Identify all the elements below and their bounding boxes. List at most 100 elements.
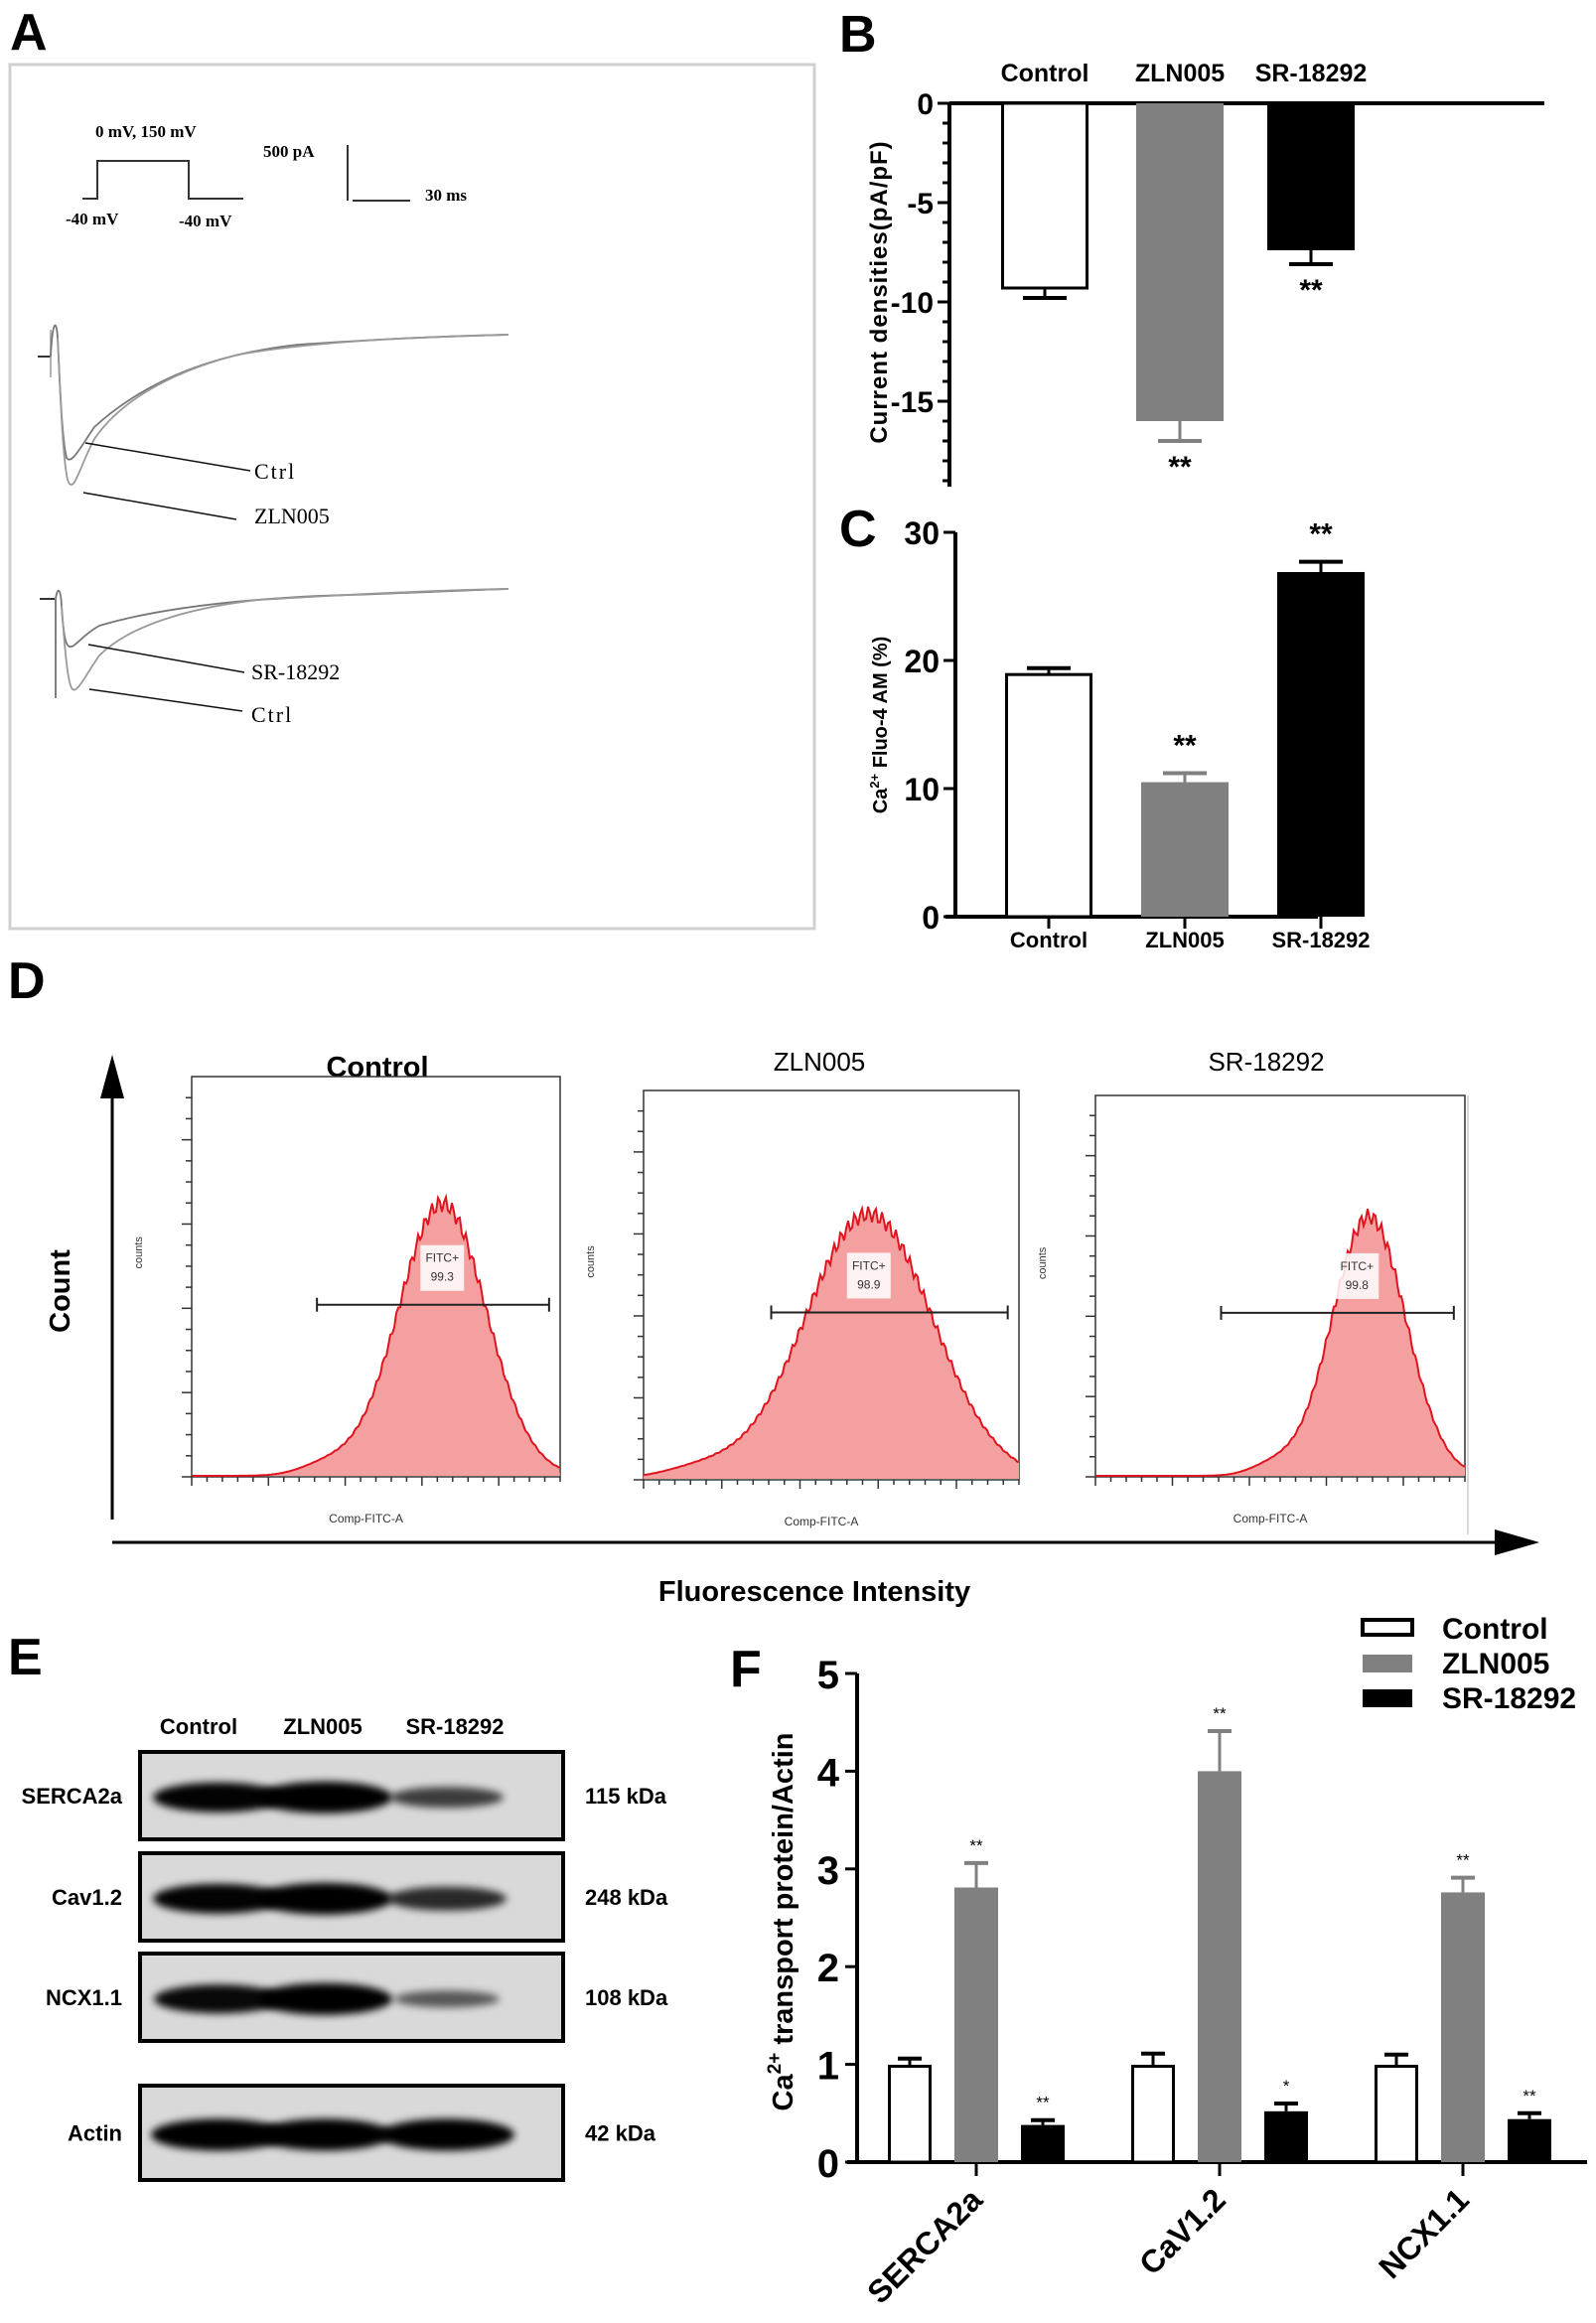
legend-label: SR-18292: [1442, 1682, 1576, 1715]
panel-d: D Count Fluorescence Intensity ControlFI…: [8, 952, 1539, 1608]
protein-band: [257, 1982, 392, 2015]
blot-row-actin: Actin 42 kDa: [68, 2084, 656, 2182]
scale-current-label: 500 pA: [263, 142, 315, 161]
label-leader-sr18292: [87, 644, 245, 673]
protein-label: Actin: [68, 2121, 122, 2146]
trace-label-ctrl-bottom: Ctrl: [251, 702, 293, 727]
trace-label-zln005: ZLN005: [254, 504, 330, 528]
panel-letter-a: A: [10, 4, 48, 62]
protein-size: 42 kDa: [585, 2121, 656, 2146]
bar-f-control-cav1.2: [1131, 2065, 1175, 2164]
panel-letter-f: F: [730, 1641, 762, 1698]
bar-c-control: [1005, 672, 1092, 919]
western-blot: Control ZLN005 SR-18292 SERCA2a 115 kDa Cav1.…: [22, 1714, 668, 2182]
significance-f: **: [1213, 1704, 1227, 1723]
significance-f: **: [969, 1836, 983, 1855]
panel-letter-e: E: [8, 1629, 43, 1686]
trace-label-sr18292: SR-18292: [251, 659, 340, 684]
chart-c-plot: 0 10 20 30 Control ** ZLN005 ** SR-18292: [904, 515, 1370, 952]
y-tick-label-c: 20: [904, 644, 940, 679]
protein-band: [390, 1787, 504, 1809]
y-tick-label-f: 2: [817, 1947, 839, 1990]
category-label-c: Control: [1010, 928, 1088, 952]
category-label-c: ZLN005: [1145, 928, 1224, 952]
gate-label: FITC+: [1340, 1259, 1374, 1273]
histogram-fill: [644, 1207, 1019, 1479]
significance-f: **: [1523, 2087, 1536, 2105]
bar-b-zln005: [1136, 103, 1224, 421]
histogram-y-label: counts: [1037, 1246, 1049, 1279]
panel-c: C Ca2+ Fluo-4 AM (%) 0 10 20 30 Control ** ZLN…: [839, 501, 1371, 952]
histogram-x-label: Comp-FITC-A: [1233, 1512, 1308, 1525]
recording-frame: [8, 63, 816, 931]
y-axis-label-c: Ca2+ Fluo-4 AM (%): [867, 637, 892, 814]
bar-f-zln005-serca2a: [954, 1887, 998, 2162]
y-tick-label-f: 5: [817, 1654, 839, 1697]
label-leader-ctrl: [84, 442, 251, 472]
protein-band: [257, 1882, 392, 1915]
y-tick-label-b: -10: [891, 287, 934, 320]
bar-b-control: [1001, 101, 1088, 290]
bar-c-zln005: [1141, 782, 1229, 917]
significance-f: **: [1456, 1851, 1470, 1870]
histogram-title: ZLN005: [774, 1047, 866, 1077]
histogram-x-label: Comp-FITC-A: [785, 1515, 859, 1528]
gate-value: 99.8: [1346, 1278, 1370, 1292]
lane-label: Control: [160, 1714, 237, 1739]
histogram-fill: [192, 1197, 560, 1476]
protein-label: NCX1.1: [46, 1985, 122, 2010]
category-label-c: SR-18292: [1271, 928, 1370, 952]
category-label-f: NCX1.1: [1372, 2181, 1476, 2285]
y-tick-label-f: 4: [817, 1751, 840, 1795]
panel-b: B Current densities(pA/pF) 0 -5 -10 -15 Cont…: [839, 6, 1544, 487]
y-tick-label-f: 3: [817, 1849, 839, 1893]
protein-band: [379, 2118, 514, 2151]
y-tick-label-b: 0: [917, 88, 934, 121]
protein-band: [394, 1990, 500, 2008]
category-label-f: CaV1.2: [1132, 2181, 1233, 2281]
gate-label: FITC+: [425, 1251, 459, 1265]
lane-label: SR-18292: [405, 1714, 504, 1739]
blot-row-ncx1.1: NCX1.1 108 kDa: [46, 1952, 668, 2043]
protocol-holding-left: -40 mV: [66, 210, 119, 228]
protein-band: [257, 2118, 392, 2151]
bar-f-zln005-cav1.2: [1198, 1771, 1241, 2162]
gate-label-bg: [1335, 1252, 1379, 1299]
y-tick-label-c: 10: [904, 772, 940, 807]
histogram-y-label: counts: [585, 1245, 597, 1278]
legend-label: Control: [1442, 1613, 1548, 1646]
panel-letter-c: C: [839, 501, 877, 558]
protocol-step-label: 0 mV, 150 mV: [95, 122, 197, 141]
significance-c: **: [1173, 730, 1197, 763]
significance-c: **: [1309, 518, 1333, 551]
bar-f-sr-18292-ncx1.1: [1508, 2118, 1551, 2162]
protein-band: [387, 1886, 507, 1911]
protein-size: 248 kDa: [585, 1885, 668, 1910]
histogram-y-label: counts: [133, 1236, 145, 1269]
histogram-zln005: ZLN005 FITC+ 98.9 Comp-FITC-A counts: [585, 1047, 1020, 1528]
category-label-f: SERCA2a: [860, 2181, 989, 2310]
y-tick-label-c: 0: [922, 900, 940, 936]
label-leader-ctrl-bottom: [88, 688, 243, 712]
significance-f: *: [1283, 2077, 1290, 2096]
panel-letter-d: D: [8, 952, 46, 1010]
panel-a: A 0 mV, 150 mV -40 mV -40 mV 500 pA 30 m…: [8, 4, 816, 931]
y-tick-label-b: -15: [891, 386, 934, 419]
protein-size: 108 kDa: [585, 1985, 668, 2010]
bar-f-control-ncx1.1: [1375, 2065, 1418, 2164]
legend-swatch-control: [1361, 1618, 1414, 1637]
blot-row-serca2a: SERCA2a 115 kDa: [22, 1750, 667, 1841]
lane-label: ZLN005: [283, 1714, 362, 1739]
protein-band: [151, 2118, 286, 2151]
count-axis-label: Count: [45, 1249, 76, 1333]
bar-f-sr-18292-cav1.2: [1264, 2110, 1308, 2162]
histogram-title: SR-18292: [1208, 1047, 1324, 1077]
gate-label-bg: [846, 1252, 891, 1299]
protein-size: 115 kDa: [585, 1784, 667, 1809]
category-label-b: ZLN005: [1135, 60, 1225, 87]
y-tick-label-c: 30: [904, 515, 940, 551]
